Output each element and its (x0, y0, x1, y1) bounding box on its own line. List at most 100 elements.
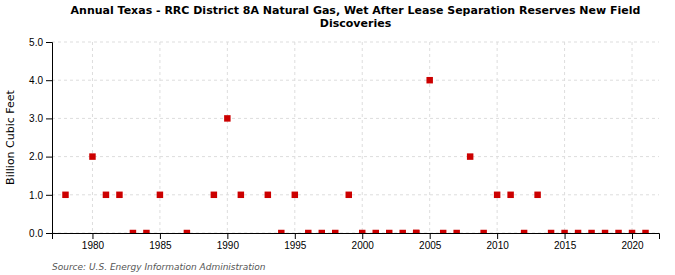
point (467, 153, 473, 159)
x-tick: 2000 (352, 233, 375, 251)
title-line: Discoveries (320, 17, 392, 30)
point (507, 192, 513, 198)
grid-line-x (632, 42, 633, 233)
y-tick-mark (46, 157, 52, 158)
grid-line-y (52, 80, 659, 81)
x-tick-mark (430, 233, 431, 239)
point (238, 192, 244, 198)
grid-line-y (52, 156, 659, 157)
x-tick: 1980 (82, 233, 105, 251)
source: Source: U.S. Energy Information Administ… (52, 262, 266, 272)
y-tick-mark (46, 195, 52, 196)
point (332, 230, 338, 233)
x-tick-mark (632, 233, 633, 239)
x-tick-mark (227, 233, 228, 239)
point (346, 192, 352, 198)
x-tick-mark (92, 233, 93, 239)
point (319, 230, 325, 233)
grid-line-x (159, 42, 160, 233)
point (413, 230, 419, 233)
y-tick-mark (46, 80, 52, 81)
y-tick-label: 5.0 (29, 37, 43, 48)
y-axis-title: Billion Cubic Feet (4, 89, 17, 184)
point (480, 230, 486, 233)
grid-line-x (362, 42, 363, 233)
grid-line-y (52, 194, 659, 195)
point (224, 115, 230, 121)
point (184, 230, 190, 233)
y-tick-label: 3.0 (29, 113, 43, 124)
point (588, 230, 594, 233)
x-tick: 2005 (419, 233, 442, 251)
y-tick-mark (46, 118, 52, 119)
y-tick: 2.0 (29, 151, 52, 162)
point (157, 192, 163, 198)
point (89, 153, 95, 159)
point (494, 192, 500, 198)
grid-line-x (429, 42, 430, 233)
point (440, 230, 446, 233)
y-tick: 1.0 (29, 190, 52, 201)
y-tick-label: 4.0 (29, 75, 43, 86)
point (413, 230, 419, 233)
x-axis-line (53, 234, 660, 240)
y-axis: 0.0 1.0 2.0 3.0 4.0 5.0 (29, 37, 52, 239)
x-tick-label: 1995 (284, 240, 307, 251)
grid-line-y (52, 118, 659, 119)
x-tick-mark (565, 233, 566, 239)
point (143, 230, 149, 233)
point (534, 192, 540, 198)
x-axis: 198019851990199520002005201020152020 (53, 233, 660, 251)
y-tick-mark (46, 42, 52, 43)
x-tick: 1995 (284, 233, 307, 251)
x-tick-label: 2005 (419, 240, 442, 251)
x-tick: 1990 (217, 233, 240, 251)
y-tick-label: 0.0 (29, 228, 43, 239)
y-tick-label: 1.0 (29, 190, 43, 201)
x-tick-mark (295, 233, 296, 239)
x-tick-label: 2020 (621, 240, 644, 251)
x-tick-label: 2000 (352, 240, 375, 251)
y-tick-mark (46, 233, 52, 234)
y-tick-label: 2.0 (29, 151, 43, 162)
point (521, 230, 527, 233)
grid-line-x (227, 42, 228, 233)
point (602, 230, 608, 233)
x-tick-mark (362, 233, 363, 239)
x-tick-mark (160, 233, 161, 239)
point (265, 192, 271, 198)
point (211, 192, 217, 198)
point (62, 192, 68, 198)
chart: 1980198519901995200020052010201520200.01… (0, 0, 675, 275)
point (426, 77, 432, 83)
x-tick-label: 1990 (217, 240, 240, 251)
grid-line-x (497, 42, 498, 233)
point (548, 230, 554, 233)
point (561, 230, 567, 233)
x-tick: 2020 (621, 233, 644, 251)
title-line: Annual Texas - RRC District 8A Natural G… (71, 4, 641, 17)
y-tick: 4.0 (29, 75, 52, 86)
grid-line-y (52, 42, 659, 43)
grid-line-x (564, 42, 565, 233)
y-tick: 0.0 (29, 228, 52, 239)
point (399, 230, 405, 233)
point (453, 230, 459, 233)
point (372, 230, 378, 233)
point (615, 230, 621, 233)
point (305, 230, 311, 233)
point (116, 192, 122, 198)
grid (52, 42, 659, 233)
x-tick-label: 2010 (487, 240, 510, 251)
x-tick: 2010 (487, 233, 510, 251)
title: Annual Texas - RRC District 8A Natural G… (71, 4, 641, 30)
point (130, 230, 136, 233)
point (359, 230, 365, 233)
x-tick-label: 1985 (149, 240, 172, 251)
y-tick: 5.0 (29, 37, 52, 48)
x-tick: 1985 (149, 233, 172, 251)
x-tick-label: 1980 (82, 240, 105, 251)
point (629, 230, 635, 233)
point (386, 230, 392, 233)
x-tick-mark (497, 233, 498, 239)
